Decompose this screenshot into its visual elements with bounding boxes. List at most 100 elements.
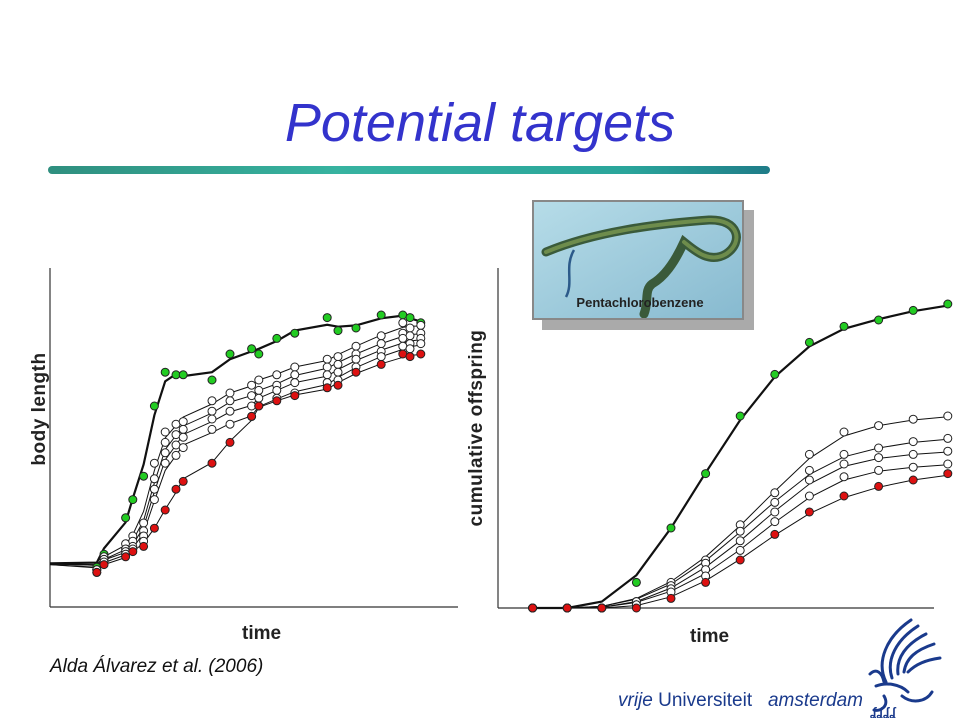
- c2-point-s2-8: [804, 465, 814, 475]
- c1-point-s0-15: [322, 313, 332, 323]
- c2-point-s4-6: [735, 545, 745, 555]
- c2-point-s3-11: [908, 449, 918, 459]
- c1-point-s2-5: [149, 474, 159, 484]
- c2-point-s5-0: [528, 603, 538, 613]
- c1-point-s2-14: [290, 370, 300, 380]
- c1-point-s2-15: [322, 362, 332, 372]
- c2-point-s0-9: [839, 321, 849, 331]
- c1-point-s2-9: [207, 406, 217, 416]
- c2-point-s2-11: [908, 437, 918, 447]
- c2-point-s3-8: [804, 475, 814, 485]
- c1-point-s5-21: [416, 349, 426, 359]
- c1-point-s5-9: [207, 458, 217, 468]
- c1-point-s0-16: [333, 326, 343, 336]
- c2-point-s0-3: [631, 577, 641, 587]
- c1-point-s1-14: [290, 362, 300, 372]
- c2-point-s2-6: [735, 526, 745, 536]
- c1-point-s5-10: [225, 437, 235, 447]
- nematode-image: Pentachlorobenzene: [532, 200, 744, 320]
- griffin-logo-icon: ʆʆʆʆ: [868, 618, 942, 718]
- c2-point-s0-10: [874, 315, 884, 325]
- c1-point-s3-9: [207, 414, 217, 424]
- inset-caption: Pentachlorobenzene: [576, 295, 704, 310]
- c1-point-s0-11: [247, 344, 257, 354]
- c1-point-s0-2: [121, 513, 131, 523]
- c1-point-s1-16: [333, 352, 343, 362]
- c1-point-s0-9: [207, 375, 217, 385]
- c1-point-s3-15: [322, 370, 332, 380]
- chart1-y-axis-label: body length: [29, 352, 50, 466]
- c2-point-s4-8: [804, 491, 814, 501]
- wordmark-part2: Universiteit: [658, 690, 753, 711]
- c1-point-s1-19: [398, 318, 408, 328]
- c1-fit-curve-0: [49, 314, 422, 565]
- c1-point-s5-14: [290, 391, 300, 401]
- c1-point-s2-12: [254, 385, 264, 395]
- c1-point-s1-10: [225, 388, 235, 398]
- c2-point-s0-4: [666, 523, 676, 533]
- c1-point-s1-5: [149, 458, 159, 468]
- c2-point-s5-5: [701, 577, 711, 587]
- c1-point-s5-12: [254, 401, 264, 411]
- c1-point-s5-13: [272, 396, 282, 406]
- c1-fit-curve-4: [49, 344, 421, 568]
- c1-fit-curve-3: [49, 339, 421, 566]
- c2-point-s1-12: [943, 411, 953, 421]
- c1-fit-curve-5: [49, 354, 421, 569]
- c1-point-s1-20: [405, 323, 415, 333]
- c1-point-s0-3: [128, 495, 138, 505]
- c2-point-s3-6: [735, 536, 745, 546]
- c1-point-s3-12: [254, 393, 264, 403]
- c1-point-s0-8: [178, 370, 188, 380]
- c1-fit-curve-2: [49, 333, 421, 566]
- c1-point-s0-5: [149, 401, 159, 411]
- c2-point-s2-12: [943, 433, 953, 443]
- c2-point-s3-10: [874, 453, 884, 463]
- c1-point-s2-6: [160, 437, 170, 447]
- c2-point-s2-9: [839, 449, 849, 459]
- c1-point-s1-6: [160, 427, 170, 437]
- c1-point-s5-17: [351, 367, 361, 377]
- c1-point-s1-4: [139, 518, 149, 528]
- c2-point-s5-1: [562, 603, 572, 613]
- c2-point-s0-6: [735, 411, 745, 421]
- c1-point-s1-15: [322, 354, 332, 364]
- c2-point-s0-7: [770, 369, 780, 379]
- title-underline: [48, 166, 770, 174]
- c1-point-s3-5: [149, 484, 159, 494]
- c1-point-s3-6: [160, 448, 170, 458]
- c1-point-s5-8: [178, 476, 188, 486]
- c2-point-s1-7: [770, 488, 780, 498]
- c1-point-s3-16: [333, 367, 343, 377]
- body-length-chart: [49, 268, 458, 608]
- c1-point-s0-6: [160, 367, 170, 377]
- c1-point-s1-21: [416, 320, 426, 330]
- citation: Alda Álvarez et al. (2006): [50, 656, 264, 677]
- c2-point-s0-8: [804, 337, 814, 347]
- slide-title: Potential targets: [284, 93, 676, 153]
- c1-point-s3-8: [178, 432, 188, 442]
- wordmark-part1: vrije: [618, 690, 653, 711]
- c1-point-s4-5: [149, 495, 159, 505]
- c1-point-s5-18: [376, 359, 386, 369]
- c1-point-s0-17: [351, 323, 361, 333]
- c1-point-s0-14: [290, 328, 300, 338]
- nematode-drawing: [534, 202, 742, 318]
- svg-text:ʆʆʆʆ: ʆʆʆʆ: [870, 705, 896, 718]
- chart1-x-axis-label: time: [242, 623, 282, 644]
- chart2-y-axis-label: cumulative offspring: [466, 329, 487, 527]
- nematode-photo: Pentachlorobenzene: [532, 200, 754, 330]
- c2-point-s5-4: [666, 593, 676, 603]
- c1-point-s2-18: [376, 339, 386, 349]
- c1-point-s5-20: [405, 352, 415, 362]
- c1-point-s5-5: [149, 523, 159, 533]
- c1-point-s0-20: [405, 313, 415, 323]
- c1-point-s1-18: [376, 331, 386, 341]
- c1-point-s0-4: [139, 471, 149, 481]
- c2-point-s0-12: [943, 299, 953, 309]
- c1-point-s2-8: [178, 424, 188, 434]
- c1-point-s4-10: [225, 419, 235, 429]
- chart2-x-axis-label: time: [690, 626, 730, 647]
- c1-point-s0-12: [254, 349, 264, 359]
